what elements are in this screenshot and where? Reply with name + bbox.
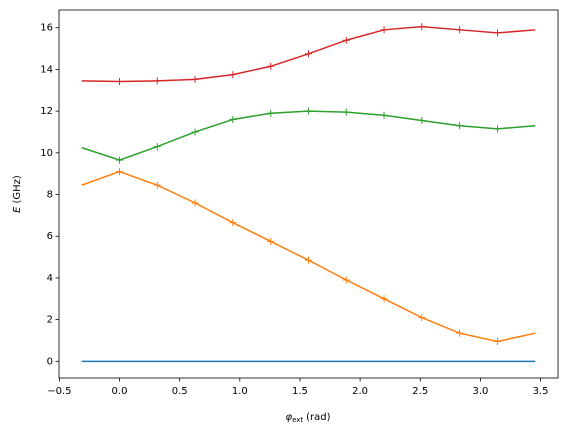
series-line [81, 110, 536, 161]
y-tick-label: 8 [47, 190, 53, 201]
plot-frame [58, 9, 559, 379]
marker [380, 111, 388, 119]
marker [229, 71, 237, 79]
marker [229, 115, 237, 123]
marker [380, 295, 388, 303]
series-line [81, 170, 536, 343]
marker [380, 26, 388, 34]
marker [191, 75, 199, 83]
marker [305, 50, 312, 58]
marker [267, 109, 275, 117]
y-tick-label: 2 [47, 315, 53, 326]
marker [342, 108, 350, 116]
marker [418, 314, 426, 322]
marker [153, 77, 161, 85]
x-tick-label: 3.5 [533, 386, 549, 397]
marker [493, 338, 501, 346]
y-axis-label: E (GHz) [12, 175, 23, 213]
marker [342, 36, 350, 44]
marker [153, 181, 161, 189]
y-tick-label: 14 [40, 64, 53, 75]
marker [153, 143, 161, 151]
marker [305, 107, 312, 115]
y-tick-label: 0 [47, 356, 53, 367]
y-tick-label: 12 [40, 106, 53, 117]
x-label-subscript: ext [292, 416, 303, 424]
marker [305, 256, 312, 264]
marker [456, 122, 464, 130]
x-tick-label: 2.5 [412, 386, 428, 397]
marker [456, 26, 464, 34]
marker [493, 125, 501, 133]
x-tick-label: 1.5 [292, 386, 308, 397]
x-tick-label: 3.0 [472, 386, 488, 397]
marker [493, 29, 501, 37]
marker [116, 168, 124, 176]
marker [116, 156, 124, 164]
y-label-symbol: E [12, 206, 23, 213]
x-label-unit: (rad) [306, 412, 330, 423]
marker [456, 329, 464, 337]
marker [418, 23, 426, 31]
marker [267, 237, 275, 245]
marker [418, 117, 426, 125]
marker [116, 78, 124, 86]
marker [267, 62, 275, 70]
marker [342, 276, 350, 284]
marker [191, 199, 199, 207]
x-tick-label: −0.5 [47, 386, 71, 397]
y-tick-label: 16 [40, 23, 53, 34]
marker [229, 219, 237, 227]
marker [191, 128, 199, 136]
y-tick-label: 10 [40, 148, 53, 159]
x-tick-label: 0.0 [112, 386, 128, 397]
y-label-unit: (GHz) [12, 175, 23, 203]
x-tick-label: 0.5 [172, 386, 188, 397]
x-tick-label: 2.0 [352, 386, 368, 397]
x-axis-label: φext (rad) [285, 412, 330, 424]
y-tick-label: 6 [47, 231, 53, 242]
x-tick-label: 1.0 [232, 386, 248, 397]
y-tick-label: 4 [47, 273, 53, 284]
x-label-symbol: φ [285, 412, 292, 423]
